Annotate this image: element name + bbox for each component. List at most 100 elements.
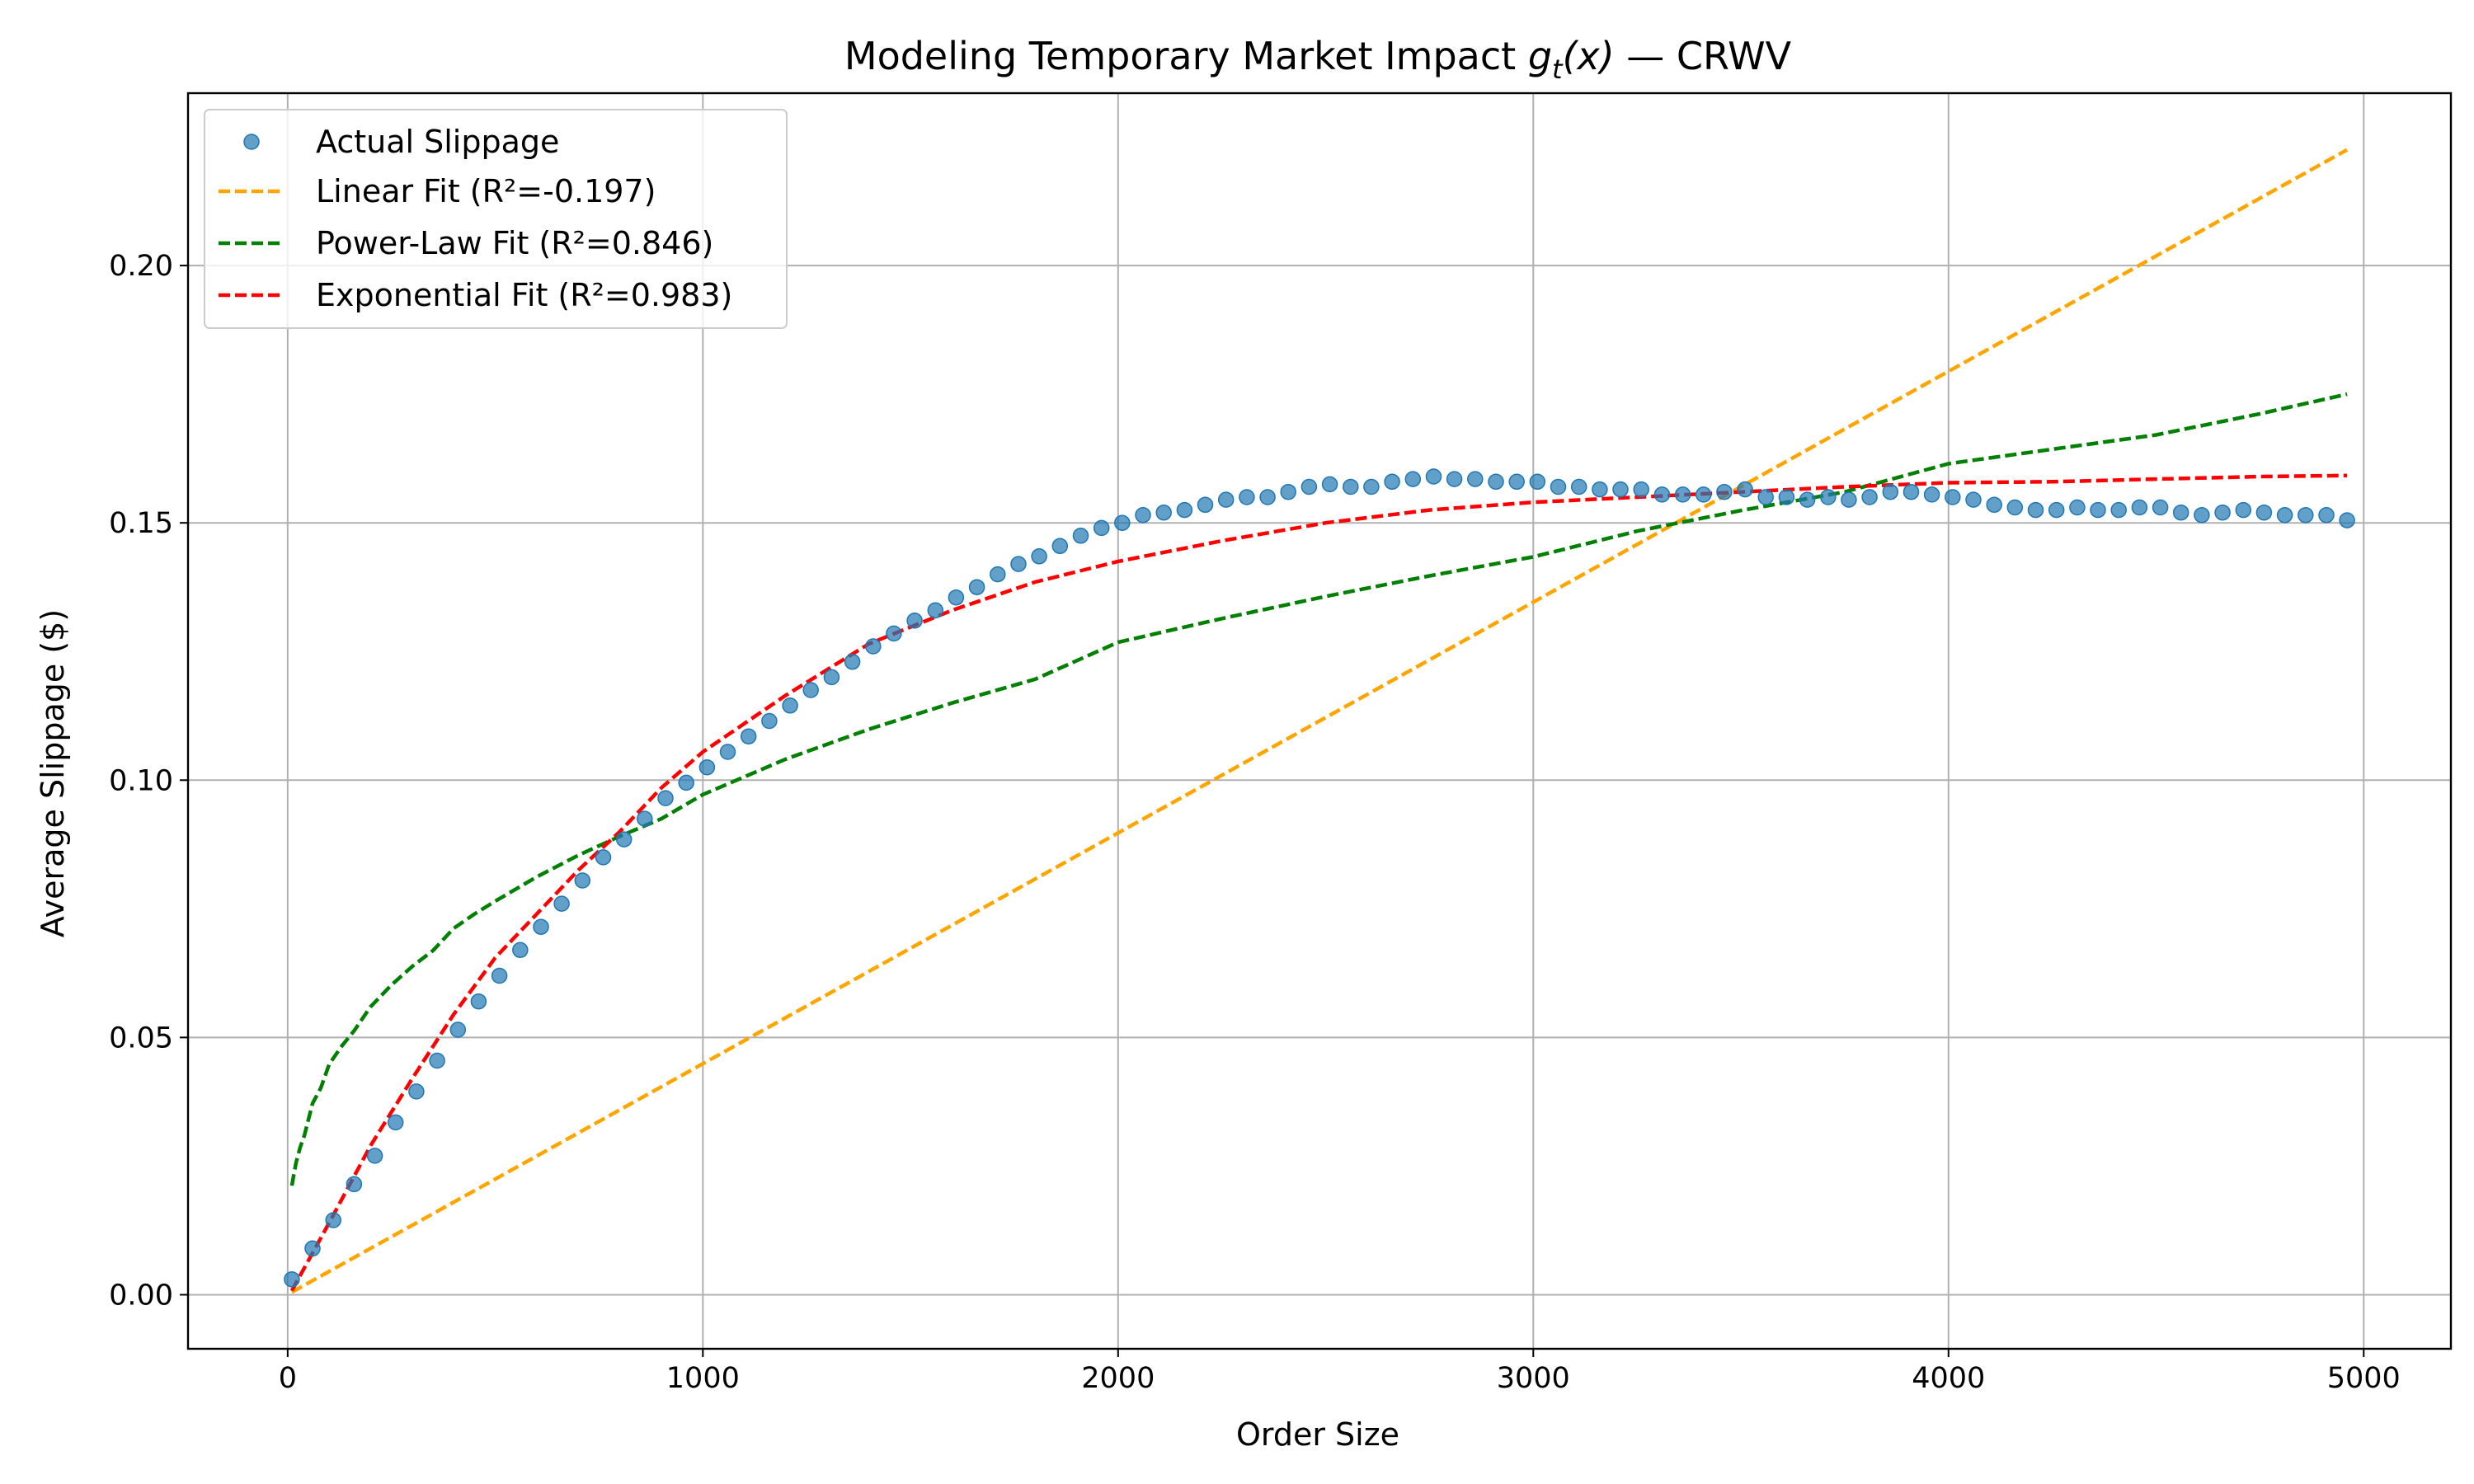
data-point [2255,504,2273,521]
data-point [2069,499,2086,516]
data-point [2110,501,2127,519]
power-law-fit-line [289,392,2348,1186]
data-point [533,918,549,935]
legend-label-power-law-fit: Power-Law Fit (R²=0.846) [316,225,713,261]
data-point [1300,478,1318,495]
data-point [1197,496,1214,514]
data-point [574,872,591,889]
data-point [1425,468,1442,485]
data-point [1653,486,1671,503]
x-axis-label: Order Size [1236,1416,1399,1453]
data-point [366,1148,383,1164]
data-point [2090,501,2106,519]
data-point [1757,489,1774,505]
data-point [761,712,778,730]
data-point [1031,548,1047,565]
data-point [1114,514,1131,531]
x-tick-label: 1000 [666,1362,740,1395]
data-point [470,993,487,1010]
data-point [865,638,882,655]
legend-box [204,109,788,329]
exponential-fit-line [289,473,2348,1292]
legend-entry-actual-slippage: Actual Slippage [243,124,559,160]
data-point [1841,491,1857,508]
data-point [1945,489,1961,505]
data-point [2339,512,2355,528]
y-tick-label: 0.00 [109,1279,173,1312]
data-point [1695,486,1712,503]
x-tick-label: 4000 [1912,1362,1985,1395]
data-point [595,849,612,866]
data-point [408,1083,425,1100]
y-tick-label: 0.05 [109,1021,173,1054]
data-point [2048,501,2065,519]
grid [188,93,2451,1349]
data-point [740,728,757,744]
y-axis-label: Average Slippage ($) [35,609,71,937]
legend-label-actual-slippage: Actual Slippage [316,124,559,160]
data-point [719,744,736,760]
data-point [2214,504,2231,521]
data-point [1467,471,1484,487]
data-point [325,1212,341,1228]
data-point [2276,507,2293,524]
data-point [990,566,1006,583]
data-point [637,810,653,827]
data-point [1592,481,1608,498]
data-point [927,602,944,619]
data-point [678,774,694,791]
data-point [1488,473,1504,491]
data-point [968,579,985,595]
data-point [1239,489,1255,505]
data-point [2194,507,2210,524]
data-point [802,682,819,698]
data-point [284,1270,300,1288]
data-point [1321,476,1338,493]
data-point [948,589,965,606]
data-point [1633,481,1649,498]
legend-label-linear-fit: Linear Fit (R²=-0.197) [316,173,656,209]
data-point [449,1021,467,1038]
data-point [1882,483,1899,500]
data-point [1986,496,2002,514]
data-point [886,625,902,642]
data-point [1343,478,1359,495]
data-point [1923,486,1940,503]
data-point [2027,501,2044,519]
data-point [2172,504,2189,521]
plot-frame [186,92,2453,1350]
data-point [1176,501,1193,519]
data-point [1280,483,1296,500]
data-point [1674,486,1691,503]
y-tick-label: 0.20 [109,250,173,283]
x-tick-label: 3000 [1497,1362,1570,1395]
data-point [1363,478,1380,495]
data-point [512,942,529,959]
data-point [2131,499,2148,516]
plot-series [284,148,2355,1294]
data-point [906,613,923,629]
data-point [1778,489,1795,505]
axis-ticks: 0 1000 2000 3000 4000 5000 0.00 0.05 0.10 0.15 0.2… [109,250,2401,1395]
legend-entry-exponential-fit: Exponential Fit (R²=0.983) [219,277,732,313]
data-point [346,1176,363,1193]
data-point [1508,473,1525,491]
legend-marker-actual-slippage [243,134,260,150]
data-point [1799,491,1816,508]
linear-fit-line [290,148,2349,1294]
data-point [1820,489,1837,505]
data-point [782,697,798,714]
x-tick-label: 5000 [2327,1362,2401,1395]
x-tick-label: 0 [279,1362,297,1395]
data-point [615,831,633,848]
data-point [1737,481,1753,498]
data-point [1903,483,1920,500]
data-point [1529,473,1546,491]
data-point [429,1052,445,1069]
x-tick-label: 2000 [1081,1362,1155,1395]
data-point [491,967,508,984]
data-point [1446,471,1463,487]
data-point [1051,538,1069,555]
data-point [2298,507,2314,524]
legend-entry-linear-fit: Linear Fit (R²=-0.197) [219,173,656,209]
